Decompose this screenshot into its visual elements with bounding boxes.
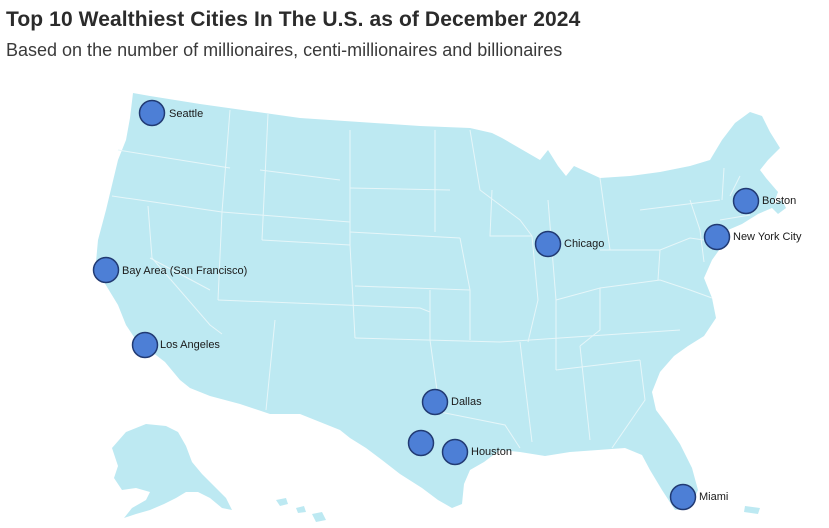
city-marker-bay-area[interactable]: Bay Area (San Francisco) [92, 256, 248, 284]
city-marker-boston[interactable]: Boston [732, 187, 797, 215]
city-dot[interactable] [534, 230, 562, 258]
city-label: New York City [733, 231, 802, 243]
hawaii [276, 498, 326, 522]
city-dot[interactable] [669, 483, 697, 511]
city-dot[interactable] [441, 438, 469, 466]
state-borders [111, 109, 751, 449]
cape-cod [770, 200, 786, 214]
city-dot[interactable] [421, 388, 449, 416]
city-label: Bay Area (San Francisco) [122, 265, 247, 277]
city-dot[interactable] [131, 331, 159, 359]
city-dot[interactable] [703, 223, 731, 251]
city-dot[interactable] [92, 256, 120, 284]
city-label: Houston [471, 446, 512, 458]
city-label: Seattle [169, 108, 203, 120]
florida-keys [744, 506, 760, 514]
alaska [112, 424, 232, 518]
city-label: Boston [762, 195, 796, 207]
city-marker-austin[interactable] [407, 429, 435, 457]
city-label: Miami [699, 491, 728, 503]
city-marker-chicago[interactable]: Chicago [534, 230, 605, 258]
city-dot[interactable] [732, 187, 760, 215]
city-marker-los-angeles[interactable]: Los Angeles [131, 331, 221, 359]
map-subtitle: Based on the number of millionaires, cen… [6, 40, 563, 60]
map-title: Top 10 Wealthiest Cities In The U.S. as … [6, 8, 581, 31]
city-marker-houston[interactable]: Houston [441, 438, 512, 466]
city-dot[interactable] [407, 429, 435, 457]
city-label: Dallas [451, 396, 482, 408]
city-marker-seattle[interactable]: Seattle [138, 99, 204, 127]
city-marker-new-york-city[interactable]: New York City [703, 223, 802, 251]
city-label: Chicago [564, 238, 604, 250]
city-marker-dallas[interactable]: Dallas [421, 388, 483, 416]
city-dot[interactable] [138, 99, 166, 127]
contiguous-us-landmass [96, 93, 780, 510]
city-marker-miami[interactable]: Miami [669, 483, 729, 511]
city-label: Los Angeles [160, 339, 220, 351]
